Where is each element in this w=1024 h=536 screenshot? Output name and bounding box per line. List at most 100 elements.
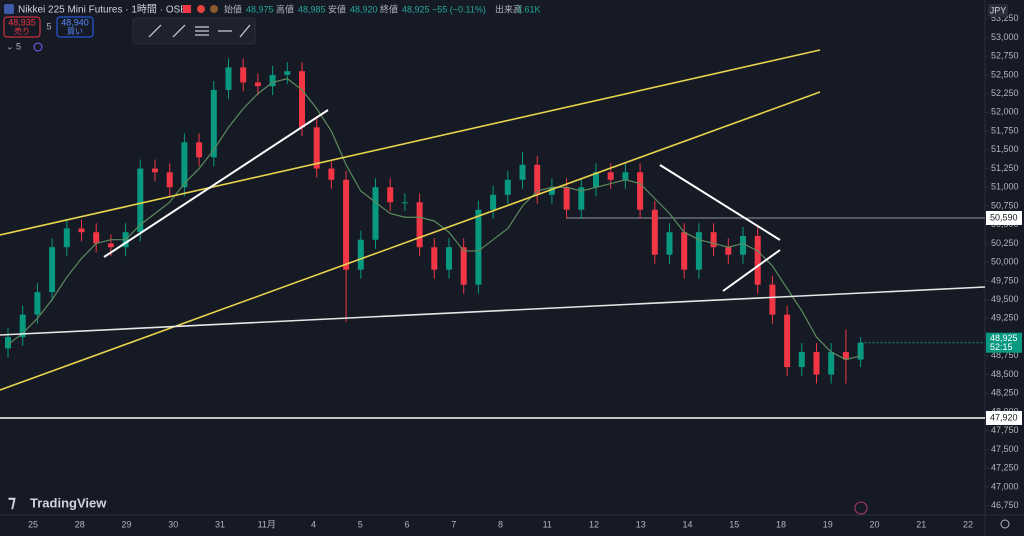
y-tick-label: 48,250 — [991, 388, 1019, 398]
candle-body — [637, 172, 644, 210]
ohlc-text: 安値 — [328, 3, 346, 14]
x-tick-label: 12 — [589, 519, 599, 529]
candle-body — [328, 168, 335, 180]
x-tick-label: 18 — [776, 519, 786, 529]
candle-body — [695, 232, 702, 270]
candle-body — [49, 247, 56, 293]
candle-body — [563, 187, 570, 210]
ohlc-text: −55 (−0.11%) — [432, 4, 486, 14]
y-tick-label: 52,500 — [991, 69, 1019, 79]
candle-body — [769, 284, 776, 315]
symbol-icon — [4, 4, 14, 14]
tool-trendline[interactable] — [148, 24, 162, 38]
candle-body — [798, 352, 805, 368]
last-price-label: 48,925 — [990, 333, 1018, 343]
y-tick-label: 48,500 — [991, 369, 1019, 379]
x-tick-label: 6 — [404, 519, 409, 529]
candle-body — [504, 179, 511, 195]
price-label-box — [986, 210, 1022, 225]
buy-price: 48,940 — [61, 17, 89, 27]
candle-body — [813, 352, 820, 375]
drawings — [0, 49, 986, 391]
logo-mark: ⁊ — [8, 494, 16, 511]
buy-button[interactable] — [56, 16, 94, 38]
x-tick-label: 20 — [869, 519, 879, 529]
candle-body — [416, 202, 423, 248]
candle-body — [490, 194, 497, 210]
x-tick-label: 7 — [451, 519, 456, 529]
status-icon — [197, 5, 205, 13]
x-tick-label: 19 — [823, 519, 833, 529]
plot: 53,250 53,000 52,750 52,500 52,250 52,000 51,7… — [0, 13, 1022, 529]
candle-body — [137, 168, 144, 233]
drawing-toolbar — [132, 17, 256, 45]
indicator-toggle[interactable]: ⌄ — [6, 41, 14, 51]
y-tick-label: 50,250 — [991, 238, 1019, 248]
sell-button[interactable] — [3, 16, 41, 38]
candle-body — [446, 247, 452, 270]
ohlc: 始値 48,975 高値 48,985 安値 48,920 終値 48,925 −55 (−0.… — [224, 3, 541, 14]
logo: TradingView — [30, 495, 107, 510]
price-label: 50,590 — [990, 212, 1018, 222]
candle-body — [357, 239, 364, 270]
ohlc-text: 48,925 — [402, 4, 430, 14]
y-tick-label: 52,750 — [991, 51, 1019, 61]
candle-body — [269, 74, 276, 87]
symbol[interactable]: Nikkei 225 Mini Futures · 1時間 · OSE — [18, 4, 187, 16]
currency-box[interactable] — [988, 4, 1008, 17]
x-tick-label: 4 — [311, 519, 316, 529]
settings-icon[interactable] — [1000, 519, 1010, 529]
x-tick-label: 13 — [636, 519, 646, 529]
trendline — [659, 164, 781, 241]
candle-body — [343, 179, 350, 270]
candle-body — [401, 202, 408, 204]
candle-body — [240, 67, 247, 83]
candle-body — [196, 142, 203, 158]
y-tick-label: 49,750 — [991, 275, 1019, 285]
candle-body — [607, 172, 614, 180]
y-tick-label: 53,250 — [991, 13, 1019, 23]
y-tick-label: 53,000 — [991, 32, 1019, 42]
candle-body — [5, 337, 11, 349]
sell-label: 売り — [14, 26, 30, 36]
x-tick-label: 28 — [75, 519, 85, 529]
candle-body — [225, 67, 232, 90]
last-price-box — [986, 332, 1022, 353]
y-tick-label: 51,750 — [991, 125, 1019, 135]
x-tick-label: 31 — [215, 519, 225, 529]
candle-body — [857, 342, 864, 360]
candle-body — [578, 187, 585, 210]
candle-body — [622, 172, 629, 180]
x-tick-label: 8 — [498, 519, 503, 529]
candle-body — [725, 247, 732, 255]
tool-extended[interactable] — [239, 24, 251, 38]
price-label-box — [986, 410, 1022, 425]
candle-body — [78, 228, 85, 233]
candle-body — [784, 314, 791, 368]
x-tick-label: 30 — [168, 519, 178, 529]
y-tick-label: 52,000 — [991, 107, 1019, 117]
candle-body — [460, 247, 467, 285]
y-tick-label: 47,500 — [991, 444, 1019, 454]
ohlc-text: 出来高 — [495, 3, 522, 14]
spread: 5 — [46, 21, 51, 31]
trendline — [0, 286, 986, 336]
trendline — [103, 109, 329, 258]
y-tick-label: 49,500 — [991, 294, 1019, 304]
candle-body — [372, 187, 379, 240]
y-tick-label: 50,000 — [991, 257, 1019, 267]
x-tick-label: 25 — [28, 519, 38, 529]
y-tick-label: 52,250 — [991, 88, 1019, 98]
candle-body — [181, 142, 188, 188]
candle-body — [754, 235, 761, 285]
candle-body — [548, 187, 555, 195]
y-tick-label: 49,250 — [991, 313, 1019, 323]
y-tick-label: 47,250 — [991, 463, 1019, 473]
tool-ray[interactable] — [172, 24, 186, 38]
event-icon[interactable] — [854, 501, 868, 515]
candle-body — [152, 168, 158, 173]
candle-body — [284, 71, 291, 75]
ohlc-text: 48,920 — [350, 4, 378, 14]
x-tick-label: 22 — [963, 519, 973, 529]
